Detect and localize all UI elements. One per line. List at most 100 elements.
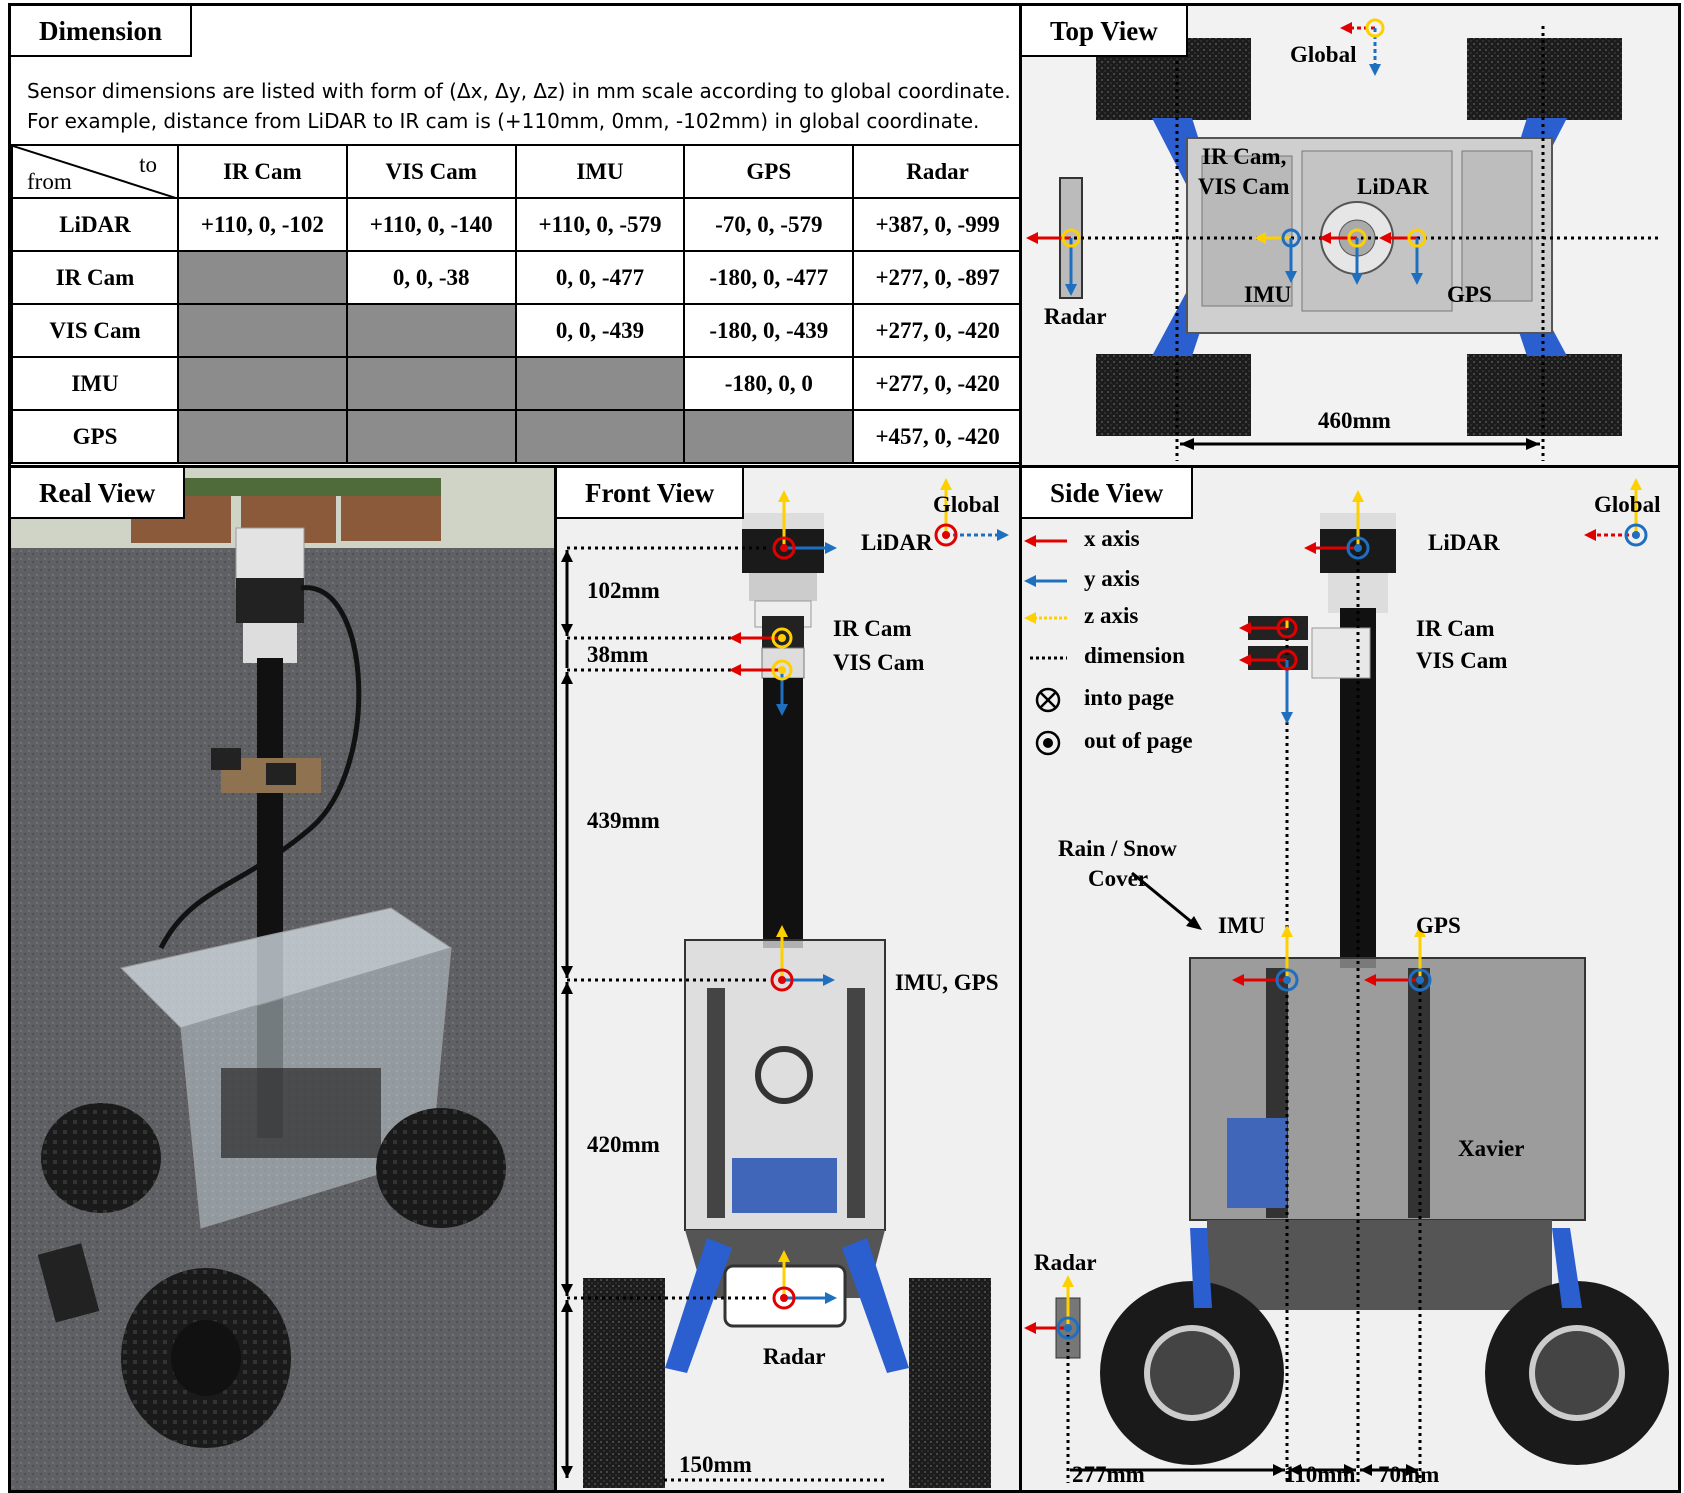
table-row: GPS +457, 0, -420 <box>11 409 1019 464</box>
row-header: GPS <box>11 409 179 464</box>
lidar-mount <box>749 573 817 601</box>
imu-gps-axes <box>770 925 835 992</box>
row-header: VIS Cam <box>11 303 179 358</box>
electronics <box>221 1068 381 1158</box>
dimension-lines <box>1066 548 1422 1483</box>
global-label: Global <box>1290 42 1357 67</box>
row-header: IMU <box>11 356 179 411</box>
col-header: IMU <box>514 144 686 199</box>
table-cell: +110, 0, -102 <box>177 197 348 252</box>
table-cell: +277, 0, -420 <box>852 356 1019 411</box>
table-cell: 0, 0, -439 <box>514 303 686 358</box>
global-label: Global <box>933 492 1000 517</box>
radar-axes <box>1024 1275 1080 1340</box>
robot-photo <box>11 468 554 1490</box>
front-view-title: Front View <box>557 468 745 519</box>
top-view-drawing <box>1026 18 1662 461</box>
dimension-label: 439mm <box>587 808 660 833</box>
dimension-label: 70mm <box>1378 1462 1440 1487</box>
wheel-front-right <box>1467 38 1622 120</box>
table-header-row: to from IR Cam VIS Cam IMU GPS Radar <box>11 144 1019 199</box>
wheel <box>376 1108 506 1228</box>
empty-cell <box>345 409 517 464</box>
arrow-head <box>1186 916 1202 930</box>
dimension-table: to from IR Cam VIS Cam IMU GPS Radar LiD… <box>11 144 1019 464</box>
sensor-pole <box>763 678 803 948</box>
suspension <box>1190 1228 1212 1308</box>
vis-cam-label: VIS Cam <box>833 650 925 675</box>
corner-from-label: from <box>27 169 72 194</box>
table-row: IR Cam 0, 0, -38 0, 0, -477 -180, 0, -47… <box>11 250 1019 305</box>
radar-axes <box>772 1250 837 1310</box>
table-cell: -70, 0, -579 <box>683 197 855 252</box>
dimension-label: 110mm <box>1284 1462 1356 1487</box>
wheel-rear-right <box>1467 354 1622 436</box>
global-axes <box>934 478 1009 547</box>
description-line-1: Sensor dimensions are listed with form o… <box>27 79 1011 103</box>
wheel <box>41 1103 161 1213</box>
col-header: GPS <box>683 144 855 199</box>
empty-cell <box>177 409 348 464</box>
global-axes <box>1584 478 1648 547</box>
into-page-icon <box>1035 687 1061 713</box>
suspension-left <box>665 1238 732 1373</box>
imu-gps-label: IMU, GPS <box>895 970 999 995</box>
z-axis-legend-icon <box>1024 612 1036 624</box>
lidar-axes <box>772 490 837 560</box>
chassis-post <box>847 988 865 1218</box>
row-header: IR Cam <box>11 250 179 305</box>
side-view-panel: Side View <box>1019 465 1681 1493</box>
wheel-hub <box>171 1320 241 1396</box>
side-view-drawing <box>1024 478 1669 1483</box>
camera <box>266 763 296 785</box>
gps-label: GPS <box>1416 913 1461 938</box>
radar-label: Radar <box>1044 304 1107 329</box>
gps-label: GPS <box>1447 282 1492 307</box>
sensor-cable <box>158 585 362 950</box>
lidar-sensor-base <box>236 578 304 623</box>
vis-cam-label: VIS Cam <box>1198 174 1290 199</box>
legend-x-axis-label: x axis <box>1084 526 1140 551</box>
empty-cell <box>177 356 348 411</box>
ir-cam-label: IR Cam <box>833 616 912 641</box>
arrow-head <box>1340 22 1352 34</box>
chassis-post <box>707 988 725 1218</box>
empty-cell <box>514 409 686 464</box>
wheel-hub <box>1529 1325 1625 1421</box>
battery <box>732 1158 837 1213</box>
rain-cover-label: Cover <box>1088 866 1149 891</box>
radar-label: Radar <box>763 1344 826 1369</box>
dimension-label: 102mm <box>587 578 660 603</box>
chassis-component <box>1201 155 1293 307</box>
xavier-label: Xavier <box>1458 1136 1525 1161</box>
top-view-panel: Top View <box>1019 3 1681 468</box>
row-header: LiDAR <box>11 197 179 252</box>
suspension-right <box>842 1238 909 1373</box>
arrow-head <box>1526 438 1540 450</box>
ir-cam-label: IR Cam <box>1416 616 1495 641</box>
dimension-label: 277mm <box>1072 1462 1145 1487</box>
camera-axes <box>1239 617 1298 724</box>
table-row: LiDAR +110, 0, -102 +110, 0, -140 +110, … <box>11 197 1019 252</box>
table-cell: 0, 0, -477 <box>514 250 686 305</box>
lidar-axes <box>1319 228 1367 285</box>
table-row: VIS Cam 0, 0, -439 -180, 0, -439 +277, 0… <box>11 303 1019 358</box>
width-dimension-label: 460mm <box>1318 408 1391 433</box>
wheel-hub <box>1144 1325 1240 1421</box>
dimension-label: 38mm <box>587 642 649 667</box>
lidar-axes <box>1304 490 1370 560</box>
chassis-component <box>1461 150 1533 302</box>
legend-out-of-page-label: out of page <box>1084 728 1193 753</box>
lidar-label: LiDAR <box>1428 530 1500 555</box>
table-cell: +387, 0, -999 <box>852 197 1019 252</box>
arrow-heads <box>561 550 573 1478</box>
front-view-drawing <box>561 478 1009 1488</box>
pole-clamp <box>755 1046 813 1104</box>
imu-axes <box>1232 925 1299 992</box>
table-cell: -180, 0, 0 <box>683 356 855 411</box>
camera-bracket <box>1311 627 1371 679</box>
radar-sensor <box>37 1243 100 1323</box>
arrow-heads <box>1273 1464 1418 1476</box>
col-header: VIS Cam <box>345 144 517 199</box>
wheel-rear-left <box>1096 354 1251 436</box>
